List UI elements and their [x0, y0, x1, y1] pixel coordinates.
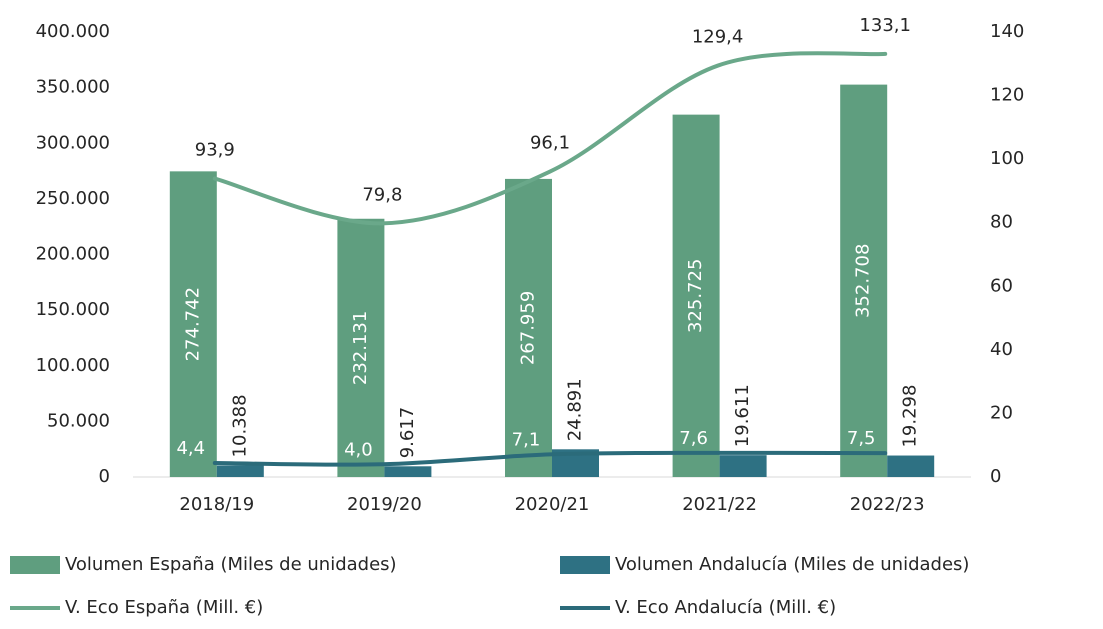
- legend-label: Volumen España (Miles de unidades): [65, 554, 397, 575]
- y-tick-label: 200.000: [36, 244, 110, 265]
- y2-tick-label: 40: [990, 339, 1013, 360]
- bar: [887, 455, 935, 477]
- bar: [169, 171, 217, 477]
- x-tick-label: 2019/20: [347, 494, 422, 515]
- x-tick-label: 2022/23: [850, 494, 925, 515]
- y-tick-label: 100.000: [36, 355, 110, 376]
- y2-tick-label: 80: [990, 212, 1013, 233]
- bar: [840, 84, 888, 477]
- legend-label: V. Eco Andalucía (Mill. €): [615, 597, 836, 618]
- legend-label: V. Eco España (Mill. €): [65, 597, 263, 618]
- legend-swatch: [560, 556, 610, 574]
- y-tick-label: 0: [99, 466, 110, 487]
- bar-value-label: 9.617: [397, 407, 418, 459]
- y2-tick-label: 60: [990, 275, 1013, 296]
- x-tick-label: 2020/21: [515, 494, 590, 515]
- y2-tick-label: 20: [990, 402, 1013, 423]
- bar-value-label: 274.742: [182, 287, 203, 361]
- bar: [672, 114, 720, 478]
- y-tick-label: 150.000: [36, 299, 110, 320]
- x-tick-label: 2021/22: [682, 494, 757, 515]
- y-tick-label: 350.000: [36, 77, 110, 98]
- bar-value-label: 352.708: [853, 244, 874, 318]
- line-value-label: 7,6: [679, 428, 708, 449]
- y-tick-label: 50.000: [47, 410, 110, 431]
- bar-value-label: 325.725: [685, 259, 706, 333]
- y2-tick-label: 100: [990, 148, 1024, 169]
- bar-value-label: 232.131: [350, 311, 371, 385]
- bar-value-label: 10.388: [229, 394, 250, 457]
- bar-value-label: 19.298: [900, 385, 921, 448]
- line-value-label: 129,4: [692, 27, 744, 48]
- y2-tick-label: 140: [990, 21, 1024, 42]
- bar: [337, 218, 385, 477]
- y-tick-label: 250.000: [36, 188, 110, 209]
- line: [212, 450, 888, 467]
- bar: [384, 466, 432, 477]
- line: [212, 51, 888, 226]
- line-value-label: 7,5: [847, 428, 876, 449]
- y2-tick-label: 120: [990, 85, 1024, 106]
- line-value-label: 4,0: [344, 439, 373, 460]
- bar: [719, 455, 767, 477]
- bar-value-label: 267.959: [518, 291, 539, 365]
- line-value-label: 4,4: [176, 438, 205, 459]
- y-tick-label: 400.000: [36, 21, 110, 42]
- bar: [505, 178, 552, 477]
- line-value-label: 79,8: [362, 184, 402, 205]
- y2-tick-label: 0: [990, 466, 1001, 487]
- bar-value-label: 24.891: [565, 378, 586, 441]
- line-value-label: 96,1: [530, 133, 570, 154]
- line-value-label: 7,1: [512, 429, 541, 450]
- legend-label: Volumen Andalucía (Miles de unidades): [615, 554, 969, 575]
- bar-value-label: 19.611: [732, 384, 753, 447]
- y-tick-label: 300.000: [36, 132, 110, 153]
- line-value-label: 93,9: [195, 140, 235, 161]
- legend-swatch: [10, 556, 60, 574]
- line-value-label: 133,1: [859, 15, 911, 36]
- bar: [216, 465, 264, 477]
- x-tick-label: 2018/19: [179, 494, 254, 515]
